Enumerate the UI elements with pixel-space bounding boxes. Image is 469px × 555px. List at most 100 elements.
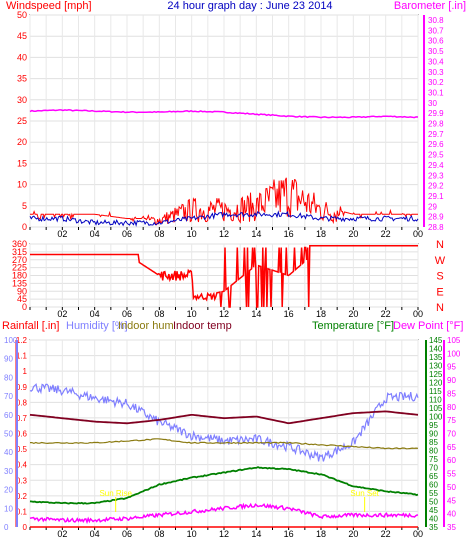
barometer-tick-label: 29.8 <box>428 120 444 129</box>
barometer-tick-label: 30.2 <box>428 78 444 87</box>
time-tick-label: 18 <box>316 309 326 319</box>
humidity-tick-label: 70 <box>4 392 13 401</box>
dew-point-tick-label: 90 <box>447 376 456 385</box>
windspeed-tick-label: 45 <box>17 31 27 41</box>
barometer-tick-label: 29.4 <box>428 161 444 170</box>
barometer-tick-label: 28.8 <box>428 223 444 232</box>
temperature-tick-label: 80 <box>429 447 438 456</box>
barometer-tick-label: 30.6 <box>428 37 444 46</box>
time-tick-label: 10 <box>187 229 197 239</box>
temperature-tick-label: 130 <box>429 362 443 371</box>
indoor-hum-line <box>30 438 419 450</box>
rain-tick-label: 1 <box>23 367 28 376</box>
barometer-tick-label: 29.9 <box>428 109 444 118</box>
dew-point-tick-label: 45 <box>447 496 456 505</box>
time-tick-label: 20 <box>348 229 358 239</box>
time-tick-label: 20 <box>348 529 358 539</box>
time-tick-label: 16 <box>284 229 294 239</box>
humidity-tick-label: 20 <box>4 486 13 495</box>
dew-point-tick-label: 95 <box>447 363 456 372</box>
compass-label: W <box>435 255 446 267</box>
windspeed-tick-label: 15 <box>17 158 27 168</box>
time-tick-label: 08 <box>154 229 164 239</box>
dew-point-tick-label: 85 <box>447 389 456 398</box>
time-tick-label: 06 <box>122 229 132 239</box>
dew-point-tick-label: 80 <box>447 403 456 412</box>
dew-point-tick-label: 65 <box>447 443 456 452</box>
wind-direction-line <box>30 245 418 308</box>
direction-tick-label: 45 <box>17 294 27 304</box>
dew-point-tick-label: 100 <box>447 349 461 358</box>
temperature-tick-label: 75 <box>429 455 438 464</box>
wind-gust-line <box>30 177 418 226</box>
time-tick-label: 22 <box>381 529 391 539</box>
temperature-tick-label: 45 <box>429 506 438 515</box>
time-tick-label: 06 <box>122 309 132 319</box>
barometer-tick-label: 29.5 <box>428 151 444 160</box>
barometer-tick-label: 29.1 <box>428 192 444 201</box>
rain-tick-label: 0.3 <box>16 476 28 485</box>
time-tick-label: 06 <box>122 529 132 539</box>
dew-point-tick-label: 75 <box>447 416 456 425</box>
barometer-tick-label: 28.9 <box>428 213 444 222</box>
humidity-tick-label: 30 <box>4 467 13 476</box>
humidity-tick-label: 90 <box>4 355 13 364</box>
humidity-tick-label: 50 <box>4 430 13 439</box>
sunrise-label: Sun Rise <box>99 489 132 498</box>
direction-tick-label: 315 <box>12 247 27 257</box>
windspeed-tick-label: 30 <box>17 95 27 105</box>
temperature-tick-label: 50 <box>429 498 438 507</box>
time-tick-label: 22 <box>381 309 391 319</box>
windspeed-tick-label: 40 <box>17 52 27 62</box>
time-tick-label: 08 <box>154 529 164 539</box>
temperature-tick-label: 115 <box>429 387 442 396</box>
barometer-tick-label: 30 <box>428 99 437 108</box>
time-tick-label: 04 <box>90 529 100 539</box>
compass-label: E <box>436 286 443 298</box>
humidity-tick-label: 80 <box>4 373 13 382</box>
rain-tick-label: 0.6 <box>16 430 28 439</box>
graph-title: 24 hour graph day : June 23 2014 <box>167 0 332 12</box>
barometer-tick-label: 30.5 <box>428 47 444 56</box>
direction-tick-label: 180 <box>12 271 27 281</box>
dew-point-tick-label: 105 <box>447 336 461 345</box>
barometer-tick-label: 30.7 <box>428 26 444 35</box>
sunset-label: Sun Set <box>350 489 379 498</box>
barometer-tick-label: 30.8 <box>428 16 444 25</box>
temperature-tick-label: 90 <box>429 430 438 439</box>
time-tick-label: 10 <box>187 529 197 539</box>
barometer-tick-label: 29.6 <box>428 140 444 149</box>
time-tick-label: 22 <box>381 229 391 239</box>
rain-tick-label: 1.2 <box>16 336 28 345</box>
rain-tick-label: 1.1 <box>16 352 28 361</box>
windspeed-tick-label: 5 <box>22 201 27 211</box>
rain-tick-label: 0.2 <box>16 492 28 501</box>
barometer-axis-label: Barometer [.in] <box>394 0 466 12</box>
temperature-tick-label: 35 <box>429 523 438 532</box>
time-tick-label: 00 <box>413 229 423 239</box>
rain-tick-label: 0.5 <box>16 445 28 454</box>
time-tick-label: 18 <box>316 529 326 539</box>
indoor-temp-label: Indoor temp <box>173 320 232 332</box>
dew-point-tick-label: 70 <box>447 430 456 439</box>
direction-tick-label: 360 <box>12 239 27 249</box>
rain-tick-label: 0.8 <box>16 398 28 407</box>
temperature-tick-label: 140 <box>429 345 443 354</box>
direction-tick-label: 90 <box>17 286 27 296</box>
temperature-tick-label: 60 <box>429 481 438 490</box>
time-tick-label: 04 <box>90 309 100 319</box>
dew-point-tick-label: 55 <box>447 470 456 479</box>
time-tick-label: 00 <box>413 529 423 539</box>
indoor-hum-label: Indoor hum <box>118 320 174 332</box>
direction-tick-label: 135 <box>12 278 27 288</box>
temperature-label: Temperature [°F] <box>312 320 394 332</box>
barometer-tick-label: 30.1 <box>428 88 444 97</box>
windspeed-axis-label: Windspeed [mph] <box>6 0 92 12</box>
humidity-tick-label: 60 <box>4 411 13 420</box>
dew-point-line <box>29 502 419 525</box>
temperature-tick-label: 125 <box>429 370 443 379</box>
windspeed-tick-label: 35 <box>17 74 27 84</box>
direction-tick-label: 0 <box>22 302 27 312</box>
time-tick-label: 02 <box>57 309 67 319</box>
